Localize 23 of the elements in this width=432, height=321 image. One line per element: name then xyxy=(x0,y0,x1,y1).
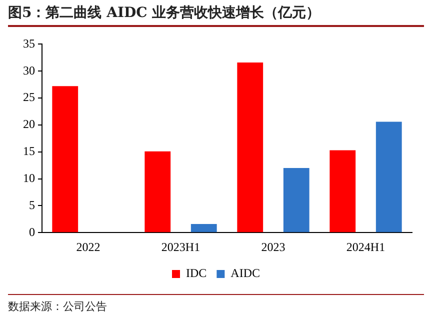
source-note: 数据来源：公司公告 xyxy=(8,294,424,314)
chart-title: 图5：第二曲线 AIDC 业务营收快速增长（亿元） xyxy=(8,4,424,27)
bar xyxy=(330,150,356,232)
bar xyxy=(190,224,217,232)
legend-label: IDC xyxy=(186,266,207,280)
y-tick-label: 0 xyxy=(29,224,35,239)
x-tick-label: 2024H1 xyxy=(346,240,386,254)
bar xyxy=(144,151,171,232)
bar xyxy=(283,168,310,232)
y-tick-label: 25 xyxy=(23,90,35,104)
y-tick-label: 30 xyxy=(23,63,35,78)
legend-label: AIDC xyxy=(230,266,260,280)
bar xyxy=(52,86,78,232)
y-tick-label: 20 xyxy=(23,117,35,132)
x-tick-label: 2022 xyxy=(76,240,100,254)
x-tick-label: 2023H1 xyxy=(161,240,200,254)
y-tick-label: 5 xyxy=(29,198,35,212)
y-tick-label: 10 xyxy=(23,170,35,185)
y-tick-label: 35 xyxy=(23,36,35,50)
bar xyxy=(376,122,402,232)
y-tick-label: 15 xyxy=(23,144,35,158)
x-tick-label: 2023 xyxy=(261,240,286,254)
bar xyxy=(237,62,264,232)
